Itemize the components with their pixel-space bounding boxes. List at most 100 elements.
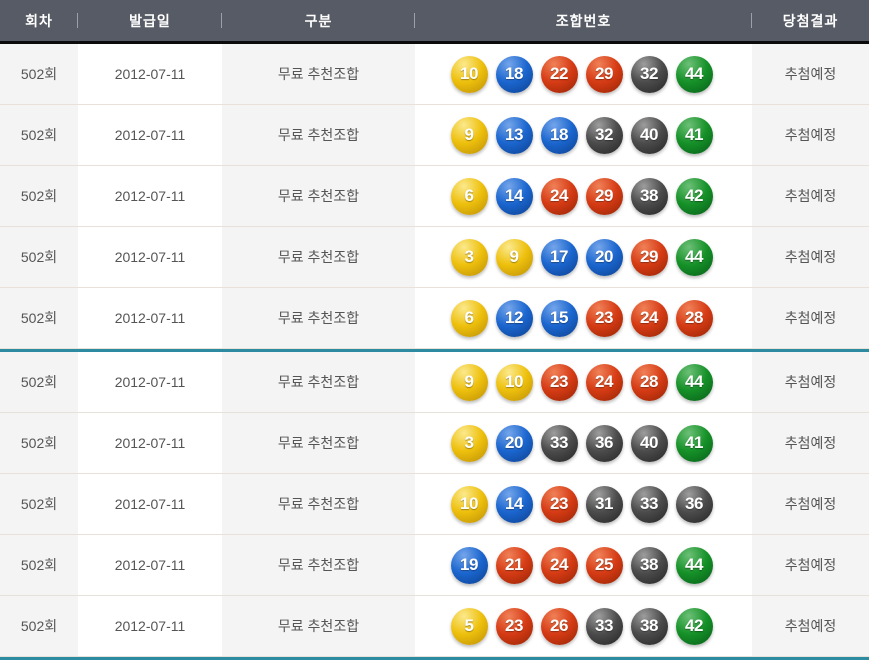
balls-cell: 19 21 24 25 38 44	[415, 535, 748, 595]
lotto-ball: 41	[675, 424, 713, 462]
lotto-ball: 41	[675, 116, 713, 154]
lotto-ball: 18	[540, 116, 578, 154]
header-issue-date-label: 발급일	[129, 12, 171, 29]
header-bottom-divider	[0, 41, 869, 44]
result-cell: 추첨예정	[752, 535, 869, 595]
lotto-ball: 26	[540, 607, 578, 645]
table-row: 502회 2012-07-11 무료 추천조합 3 20 33 36 40 41 추첨예정	[0, 413, 869, 474]
lotto-ball: 6	[450, 177, 488, 215]
issue-date-cell: 2012-07-11	[114, 496, 186, 512]
lotto-ball: 44	[675, 546, 713, 584]
lotto-ball: 33	[630, 485, 668, 523]
lotto-ball: 22	[540, 55, 578, 93]
lotto-ball: 23	[585, 299, 623, 337]
lotto-ball: 9	[450, 116, 488, 154]
result-cell: 추첨예정	[752, 596, 869, 656]
category-cell: 무료 추천조합	[222, 352, 415, 412]
category-cell: 무료 추천조합	[222, 413, 415, 473]
header-issue-date: 발급일	[77, 0, 222, 41]
lotto-ball: 12	[495, 299, 533, 337]
lotto-ball: 21	[495, 546, 533, 584]
table-row: 502회 2012-07-11 무료 추천조합 6 12 15 23 24 28 추첨예정	[0, 288, 869, 349]
header-round-label: 회차	[25, 12, 53, 29]
lotto-ball: 14	[495, 485, 533, 523]
lotto-ball: 3	[450, 238, 488, 276]
lotto-ball: 18	[495, 55, 533, 93]
table-body: 502회 2012-07-11 무료 추천조합 10 18 22 29 32 44 추첨예…	[0, 44, 869, 660]
result-cell: 추첨예정	[752, 474, 869, 534]
lotto-ball: 9	[450, 363, 488, 401]
lotto-ball: 33	[540, 424, 578, 462]
lotto-ball: 24	[540, 177, 578, 215]
category-cell: 무료 추천조합	[222, 535, 415, 595]
table-row: 502회 2012-07-11 무료 추천조합 19 21 24 25 38 44 추첨예…	[0, 535, 869, 596]
lotto-ball: 17	[540, 238, 578, 276]
result-cell: 추첨예정	[752, 105, 869, 165]
category-cell: 무료 추천조합	[222, 166, 415, 226]
table-row: 502회 2012-07-11 무료 추천조합 10 18 22 29 32 44 추첨예…	[0, 44, 869, 105]
issue-date-cell: 2012-07-11	[114, 188, 186, 204]
lotto-ball: 44	[675, 363, 713, 401]
round-cell: 502회	[0, 166, 78, 226]
table-row: 502회 2012-07-11 무료 추천조합 3 9 17 20 29 44 추첨예정	[0, 227, 869, 288]
lotto-ball: 32	[630, 55, 668, 93]
lotto-ball: 36	[585, 424, 623, 462]
round-cell: 502회	[0, 105, 78, 165]
table-row: 502회 2012-07-11 무료 추천조합 6 14 24 29 38 42 추첨예정	[0, 166, 869, 227]
lotto-ball: 44	[675, 238, 713, 276]
lotto-ball: 38	[630, 607, 668, 645]
lotto-ball: 10	[450, 55, 488, 93]
lotto-ball: 25	[585, 546, 623, 584]
issue-date-cell: 2012-07-11	[114, 557, 186, 573]
lotto-ball: 38	[630, 546, 668, 584]
issue-date-cell: 2012-07-11	[114, 435, 186, 451]
header-round: 회차	[0, 0, 78, 41]
header-result: 당첨결과	[751, 0, 869, 41]
table-row: 502회 2012-07-11 무료 추천조합 5 23 26 33 38 42 추첨예정	[0, 596, 869, 657]
header-separator	[77, 13, 78, 28]
lotto-ball: 24	[540, 546, 578, 584]
lotto-ball: 42	[675, 177, 713, 215]
balls-cell: 6 14 24 29 38 42	[415, 166, 748, 226]
lotto-ball: 14	[495, 177, 533, 215]
header-category: 구분	[221, 0, 415, 41]
issue-date-cell: 2012-07-11	[114, 249, 186, 265]
lotto-ball: 28	[630, 363, 668, 401]
issue-date-cell: 2012-07-11	[114, 310, 186, 326]
header-separator	[751, 13, 752, 28]
result-cell: 추첨예정	[752, 352, 869, 412]
round-cell: 502회	[0, 596, 78, 656]
result-cell: 추첨예정	[752, 227, 869, 287]
lotto-ball: 13	[495, 116, 533, 154]
lotto-ball: 10	[450, 485, 488, 523]
table-row: 502회 2012-07-11 무료 추천조합 10 14 23 31 33 36 추첨예…	[0, 474, 869, 535]
balls-cell: 3 20 33 36 40 41	[415, 413, 748, 473]
category-cell: 무료 추천조합	[222, 474, 415, 534]
header-combination-numbers-label: 조합번호	[555, 12, 612, 29]
balls-cell: 10 14 23 31 33 36	[415, 474, 748, 534]
lotto-ball: 19	[450, 546, 488, 584]
round-cell: 502회	[0, 535, 78, 595]
issue-date-cell: 2012-07-11	[114, 127, 186, 143]
group-divider	[0, 657, 869, 660]
round-cell: 502회	[0, 227, 78, 287]
lotto-ball: 40	[630, 116, 668, 154]
lotto-ball: 20	[585, 238, 623, 276]
lotto-ball: 31	[585, 485, 623, 523]
lotto-ball: 3	[450, 424, 488, 462]
round-cell: 502회	[0, 413, 78, 473]
lotto-ball: 10	[495, 363, 533, 401]
round-cell: 502회	[0, 44, 78, 104]
issue-date-cell: 2012-07-11	[114, 618, 186, 634]
lotto-ball: 40	[630, 424, 668, 462]
lotto-ball: 6	[450, 299, 488, 337]
result-cell: 추첨예정	[752, 166, 869, 226]
lotto-ball: 28	[675, 299, 713, 337]
lotto-ball: 24	[630, 299, 668, 337]
balls-cell: 3 9 17 20 29 44	[415, 227, 748, 287]
lotto-ball: 15	[540, 299, 578, 337]
category-cell: 무료 추천조합	[222, 227, 415, 287]
round-cell: 502회	[0, 474, 78, 534]
balls-cell: 9 13 18 32 40 41	[415, 105, 748, 165]
